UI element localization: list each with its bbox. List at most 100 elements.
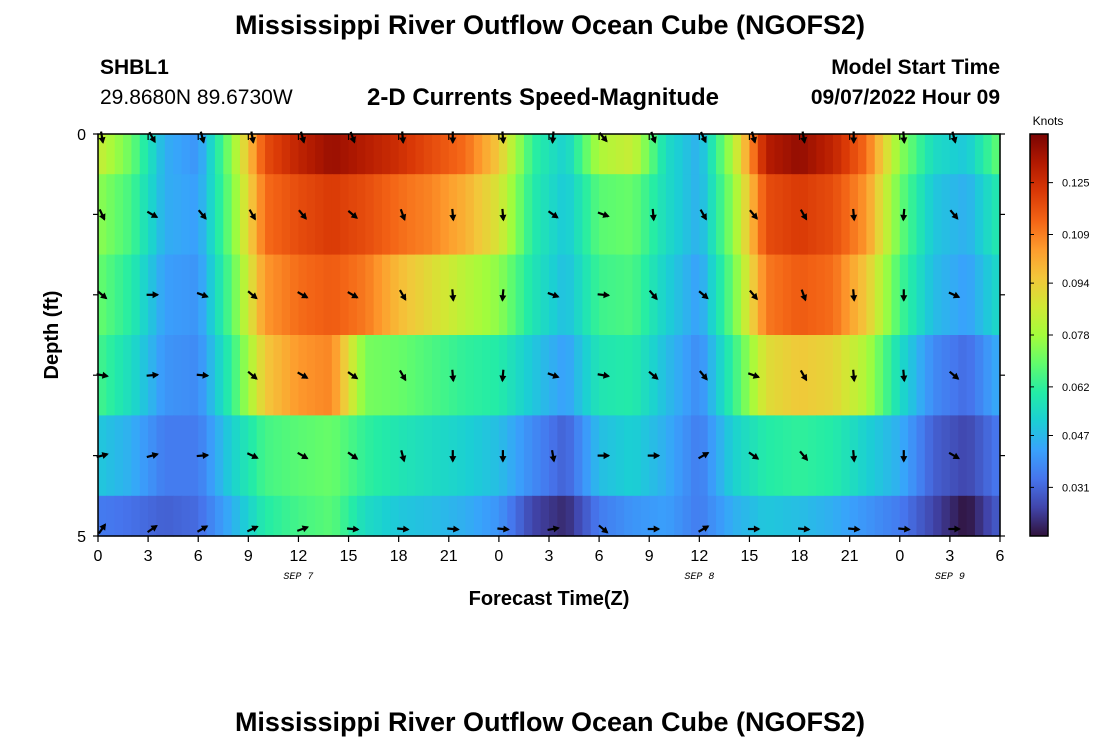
current-arrow [900,208,908,222]
heatmap-cell [858,335,867,416]
heatmap-cell [106,254,116,336]
heatmap-cell [724,174,734,256]
heatmap-cell [532,174,542,256]
heatmap-cell [615,415,625,497]
station-coordinates: 29.8680N 89.6730W [100,86,293,109]
heatmap-cell [306,415,316,497]
heatmap-cell [231,495,241,537]
heatmap-cell [473,254,483,336]
y-axis-label: Depth (ft) [41,291,63,380]
chart-subtitle: 2-D Currents Speed-Magnitude [367,84,720,111]
current-arrow [597,452,611,460]
heatmap-cell [766,495,776,537]
heatmap-cell [523,174,533,256]
heatmap-cell [933,254,943,336]
current-arrow [799,369,808,382]
heatmap-cell [841,134,851,175]
heatmap-cell [916,335,926,416]
heatmap-cell [549,134,558,175]
heatmap-cell [173,495,183,537]
heatmap-cell [966,134,976,175]
heatmap-cell [574,495,584,537]
heatmap-cell [407,415,416,497]
heatmap-cell [457,495,467,537]
heatmap-cell [690,134,700,175]
x-tick-label: 0 [895,548,904,565]
heatmap-cell [582,254,592,336]
heatmap-cell [590,174,600,256]
heatmap-cell [958,174,968,256]
heatmap-cell [390,415,400,497]
heatmap-cell [841,415,851,497]
heatmap-cell [858,254,867,336]
heatmap-cell [248,495,258,537]
heatmap-cell [189,134,199,175]
heatmap-cell [206,335,216,416]
colorbar-ticks: 0.125 0.109 0.094 0.078 0.062 0.047 0.031 [1030,178,1090,494]
heatmap-cell [373,415,383,497]
heatmap-cell [423,174,433,256]
heatmap-cell [858,134,867,175]
current-arrow [799,450,809,461]
heatmap-cell [390,254,400,336]
heatmap-cell [148,495,158,537]
heatmap-cell [323,335,333,416]
heatmap-cell [557,254,567,336]
heatmap-cell [356,495,366,537]
heatmap-cell [223,495,233,537]
heatmap-cell [724,335,734,416]
colorbar-tick-label: 0.031 [1062,482,1090,494]
heatmap-cell [557,335,567,416]
station-id: SHBL1 [100,56,169,79]
heatmap-cell [582,415,592,497]
heatmap-cell [131,254,141,336]
heatmap-cell [841,335,851,416]
heatmap-cell [156,415,166,497]
heatmap-cell [515,174,525,256]
model-start-label: Model Start Time [831,56,1000,79]
heatmap-cell [523,134,533,175]
x-tick-label: 3 [945,548,954,565]
current-arrow [399,450,407,463]
heatmap-cell [883,174,893,256]
heatmap-cell [766,335,776,416]
heatmap-cell [98,495,107,537]
heatmap-cell [640,254,650,336]
heatmap-cell [273,254,283,336]
heatmap-cell [574,335,584,416]
heatmap-cell [365,495,375,537]
heatmap-cell [281,335,291,416]
heatmap-cell [507,134,517,175]
heatmap-cell [423,415,433,497]
current-arrow [598,524,609,534]
heatmap-cell [231,254,241,336]
heatmap-cell [306,254,316,336]
heatmap-cell [707,254,717,336]
heatmap-cell [315,254,325,336]
heatmap-cell [214,415,224,497]
heatmap-cell [782,495,792,537]
current-arrow [800,131,808,144]
current-arrow [499,369,507,383]
heatmap-cell [331,495,341,537]
heatmap-cell [749,495,759,537]
heatmap-cell [615,495,625,537]
heatmap-cell [164,495,174,537]
heatmap-cell [123,495,133,537]
current-arrow [848,525,861,533]
heatmap-cell [665,134,675,175]
colorbar-tick-label: 0.094 [1062,278,1090,290]
heatmap-cell [699,495,709,537]
heatmap-cell [824,335,834,416]
heatmap-cell [381,134,391,175]
heatmap-cell [924,495,934,537]
current-arrow [647,525,661,533]
heatmap-cell [716,335,725,416]
heatmap-cell [540,495,550,537]
heatmap-cell [565,495,575,537]
heatmap-cell [590,134,600,175]
heatmap-cell [966,495,976,537]
heatmap-cell [423,335,433,416]
x-tick-label: 12 [290,548,308,565]
heatmap-cell [290,415,300,497]
